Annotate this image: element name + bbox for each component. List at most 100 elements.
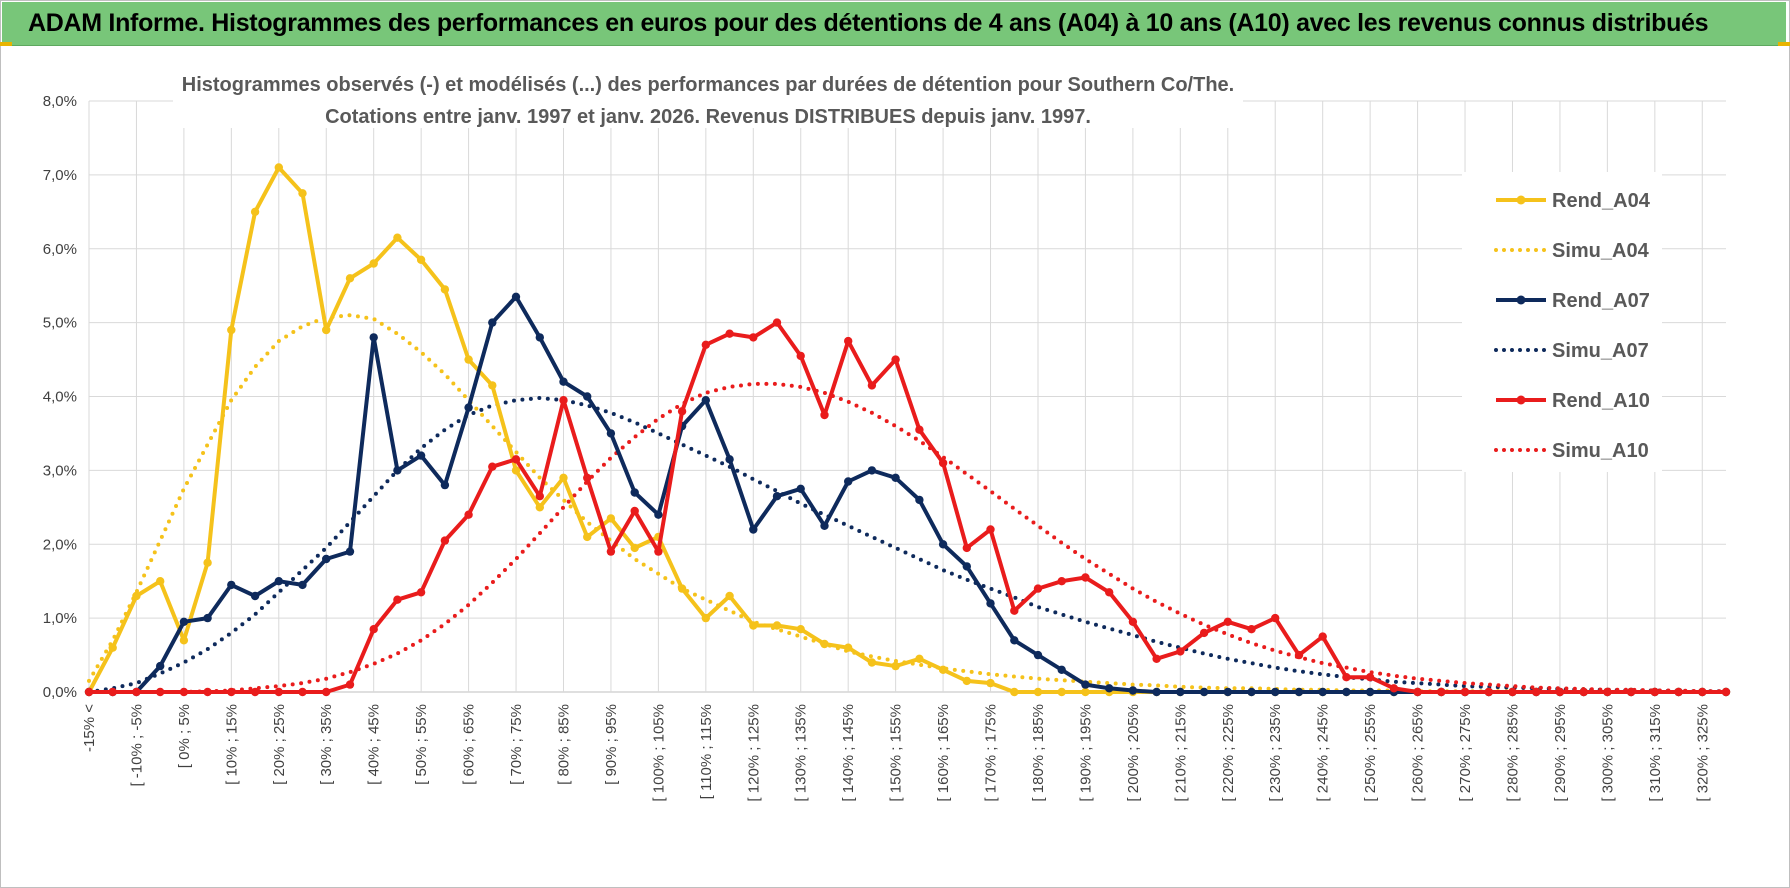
data-point-Rend_A04 bbox=[488, 381, 497, 390]
data-point-Rend_A10 bbox=[322, 687, 331, 697]
data-point-Rend_A04 bbox=[630, 543, 639, 553]
x-tick-label: [ 50% ; 55% bbox=[413, 704, 430, 785]
data-point-Rend_A07 bbox=[488, 318, 497, 327]
data-point-Rend_A10 bbox=[1532, 687, 1541, 697]
data-point-Rend_A10 bbox=[203, 687, 212, 697]
data-point-Rend_A10 bbox=[464, 510, 473, 519]
legend-label-Simu_A07: Simu_A07 bbox=[1552, 340, 1649, 362]
x-tick-label: [ 150% ; 155% bbox=[888, 704, 905, 802]
data-point-Rend_A10 bbox=[962, 543, 971, 553]
x-tick-label: [ 70% ; 75% bbox=[508, 704, 525, 785]
data-point-Rend_A04 bbox=[1033, 687, 1043, 697]
data-point-Rend_A04 bbox=[915, 654, 924, 663]
data-point-Rend_A10 bbox=[84, 687, 94, 697]
data-point-Rend_A10 bbox=[867, 381, 877, 390]
data-point-Rend_A07 bbox=[820, 521, 829, 530]
data-point-Rend_A10 bbox=[630, 506, 639, 516]
x-tick-label: [ 90% ; 95% bbox=[603, 704, 620, 785]
data-point-Rend_A07 bbox=[915, 495, 924, 505]
data-point-Rend_A10 bbox=[179, 687, 189, 697]
data-point-Rend_A10 bbox=[1626, 687, 1636, 697]
data-point-Rend_A04 bbox=[274, 163, 283, 172]
data-point-Rend_A10 bbox=[1484, 687, 1494, 697]
data-point-Rend_A04 bbox=[796, 625, 805, 634]
legend-marker-Rend_A10 bbox=[1516, 395, 1526, 405]
data-point-Rend_A07 bbox=[986, 599, 995, 608]
x-axis-ticks: -15% < [ -10% ; -5% [ 0% ; 5% [ 10% ; 15% [ … bbox=[81, 704, 1711, 802]
data-point-Rend_A10 bbox=[393, 595, 402, 604]
x-tick-label: [ 110% ; 115% bbox=[698, 704, 715, 799]
data-point-Rend_A07 bbox=[1247, 687, 1256, 697]
data-point-Rend_A10 bbox=[559, 396, 568, 405]
legend-marker-Rend_A04 bbox=[1516, 195, 1526, 205]
data-point-Rend_A07 bbox=[725, 455, 734, 464]
data-point-Rend_A10 bbox=[654, 547, 663, 556]
data-point-Rend_A07 bbox=[796, 484, 805, 493]
data-point-Rend_A07 bbox=[416, 451, 426, 460]
x-tick-label: [ 180% ; 185% bbox=[1030, 704, 1047, 802]
data-point-Rend_A10 bbox=[132, 687, 141, 697]
data-point-Rend_A04 bbox=[677, 584, 687, 593]
data-point-Rend_A07 bbox=[1057, 665, 1066, 674]
data-point-Rend_A10 bbox=[1081, 573, 1090, 582]
data-point-Rend_A10 bbox=[1365, 673, 1375, 682]
data-point-Rend_A10 bbox=[986, 525, 995, 534]
data-point-Rend_A10 bbox=[1603, 687, 1612, 697]
data-point-Rend_A10 bbox=[1721, 687, 1731, 697]
data-point-Rend_A10 bbox=[1650, 687, 1660, 697]
data-point-Rend_A10 bbox=[1152, 654, 1161, 663]
data-point-Rend_A07 bbox=[1271, 687, 1280, 697]
data-point-Rend_A10 bbox=[938, 458, 948, 468]
data-point-Rend_A07 bbox=[1318, 687, 1327, 697]
data-point-Rend_A07 bbox=[1365, 687, 1375, 697]
data-point-Rend_A07 bbox=[606, 429, 616, 438]
data-point-Rend_A07 bbox=[156, 661, 165, 671]
y-tick-label: 0,0% bbox=[43, 684, 77, 701]
data-point-Rend_A10 bbox=[1698, 687, 1707, 697]
data-point-Rend_A10 bbox=[1294, 650, 1304, 660]
y-tick-label: 1,0% bbox=[43, 610, 77, 627]
data-point-Rend_A07 bbox=[511, 292, 521, 301]
data-point-Rend_A04 bbox=[891, 661, 900, 671]
data-point-Rend_A04 bbox=[203, 558, 212, 567]
data-point-Rend_A04 bbox=[867, 658, 877, 667]
x-tick-label: [ 120% ; 125% bbox=[745, 704, 762, 802]
x-tick-label: [ -10% ; -5% bbox=[128, 704, 145, 787]
x-tick-label: [ 300% ; 305% bbox=[1599, 704, 1616, 802]
legend-marker-Rend_A07 bbox=[1516, 295, 1526, 305]
y-tick-label: 3,0% bbox=[43, 462, 77, 479]
data-point-Rend_A10 bbox=[1555, 687, 1565, 697]
data-point-Rend_A10 bbox=[772, 318, 782, 327]
data-point-Rend_A07 bbox=[464, 403, 473, 412]
data-point-Rend_A07 bbox=[1342, 687, 1351, 697]
x-tick-label: [ 60% ; 65% bbox=[461, 704, 478, 785]
data-point-Rend_A04 bbox=[820, 639, 829, 649]
legend-label-Simu_A10: Simu_A10 bbox=[1552, 440, 1649, 462]
data-point-Rend_A07 bbox=[322, 554, 331, 564]
x-tick-label: [ 270% ; 275% bbox=[1457, 704, 1474, 802]
data-point-Rend_A04 bbox=[938, 665, 948, 674]
data-point-Rend_A04 bbox=[535, 503, 544, 512]
corner-mark-left bbox=[0, 42, 12, 46]
x-tick-label: [ 100% ; 105% bbox=[650, 704, 667, 802]
data-point-Rend_A10 bbox=[677, 407, 687, 416]
data-point-Rend_A10 bbox=[1176, 647, 1185, 656]
x-tick-label: [ 230% ; 235% bbox=[1267, 704, 1284, 802]
data-point-Rend_A10 bbox=[488, 462, 497, 471]
y-tick-label: 4,0% bbox=[43, 389, 77, 406]
data-point-Rend_A07 bbox=[1223, 687, 1233, 697]
data-point-Rend_A07 bbox=[583, 392, 592, 401]
data-point-Rend_A04 bbox=[1057, 687, 1066, 697]
data-point-Rend_A07 bbox=[440, 480, 450, 490]
data-point-Rend_A04 bbox=[345, 274, 355, 283]
report-header: ADAM Informe. Histogrammes des performan… bbox=[2, 2, 1786, 46]
data-point-Rend_A10 bbox=[227, 687, 236, 697]
data-point-Rend_A10 bbox=[1674, 687, 1683, 697]
data-point-Rend_A07 bbox=[891, 473, 900, 482]
data-point-Rend_A07 bbox=[938, 540, 948, 549]
data-point-Rend_A04 bbox=[464, 355, 473, 364]
chart-title-line2: Cotations entre janv. 1997 et janv. 2026… bbox=[325, 106, 1091, 128]
data-point-Rend_A10 bbox=[915, 425, 924, 434]
data-point-Rend_A04 bbox=[559, 473, 568, 482]
